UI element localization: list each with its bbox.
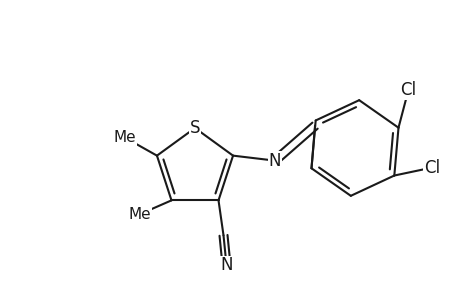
Text: N: N (268, 152, 281, 169)
Text: Me: Me (113, 130, 136, 145)
Text: Cl: Cl (400, 81, 416, 99)
Text: Me: Me (128, 207, 151, 222)
Text: S: S (190, 119, 200, 137)
Text: Cl: Cl (423, 158, 439, 176)
Text: N: N (220, 256, 232, 274)
